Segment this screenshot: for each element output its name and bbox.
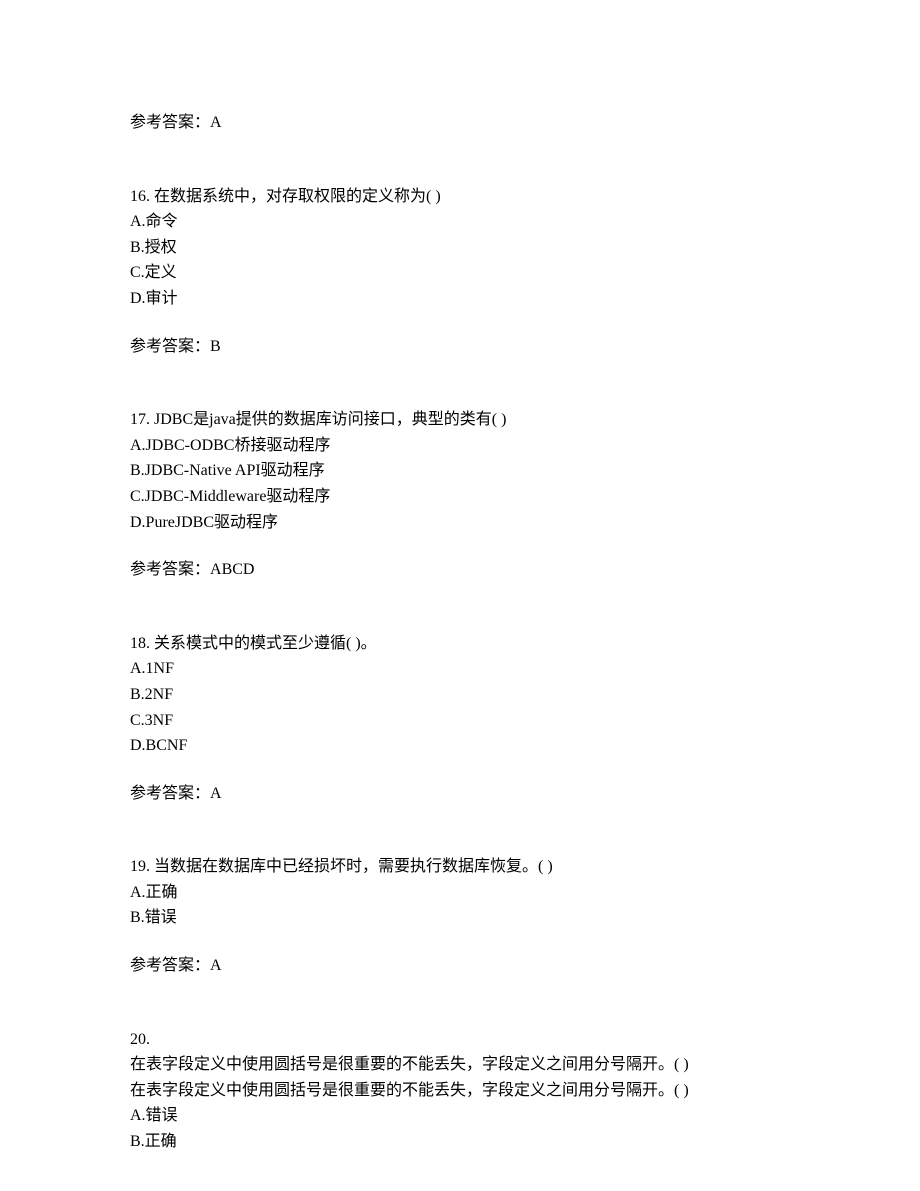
option-b: B.错误 [130, 905, 790, 931]
option-d: D.PureJDBC驱动程序 [130, 510, 790, 536]
question-20: 20. 在表字段定义中使用圆括号是很重要的不能丢失，字段定义之间用分号隔开。( … [130, 1027, 790, 1155]
question-number: 20. [130, 1031, 150, 1048]
question-stem: JDBC是java提供的数据库访问接口，典型的类有( ) [154, 411, 506, 428]
option-d: D.审计 [130, 286, 790, 312]
question-stem: 在数据系统中，对存取权限的定义称为( ) [154, 188, 441, 205]
answer-label: 参考答案： [130, 785, 210, 802]
question-text: 16. 在数据系统中，对存取权限的定义称为( ) [130, 184, 790, 210]
question-text: 18. 关系模式中的模式至少遵循( )。 [130, 631, 790, 657]
option-b: B.JDBC-Native API驱动程序 [130, 458, 790, 484]
answer-line: 参考答案：B [130, 334, 790, 360]
option-d: D.BCNF [130, 733, 790, 759]
question-stem: 关系模式中的模式至少遵循( )。 [154, 635, 377, 652]
option-b: B.授权 [130, 235, 790, 261]
option-c: C.定义 [130, 260, 790, 286]
question-17: 17. JDBC是java提供的数据库访问接口，典型的类有( ) A.JDBC-… [130, 407, 790, 583]
answer-line: 参考答案：ABCD [130, 557, 790, 583]
option-a: A.错误 [130, 1103, 790, 1129]
question-number: 16. [130, 188, 150, 205]
question-number: 18. [130, 635, 150, 652]
answer-line: 参考答案：A [130, 953, 790, 979]
top-answer: 参考答案：A [130, 110, 790, 136]
top-answer-label: 参考答案： [130, 114, 210, 131]
answer-value: A [210, 785, 222, 802]
question-text: 20. [130, 1027, 790, 1053]
answer-line: 参考答案：A [130, 781, 790, 807]
answer-label: 参考答案： [130, 561, 210, 578]
answer-label: 参考答案： [130, 957, 210, 974]
question-extra-line-1: 在表字段定义中使用圆括号是很重要的不能丢失，字段定义之间用分号隔开。( ) [130, 1052, 790, 1078]
answer-label: 参考答案： [130, 338, 210, 355]
option-c: C.JDBC-Middleware驱动程序 [130, 484, 790, 510]
option-b: B.2NF [130, 682, 790, 708]
answer-value: A [210, 957, 222, 974]
question-19: 19. 当数据在数据库中已经损坏时，需要执行数据库恢复。( ) A.正确 B.错… [130, 854, 790, 978]
answer-value: B [210, 338, 221, 355]
option-a: A.1NF [130, 656, 790, 682]
question-stem: 当数据在数据库中已经损坏时，需要执行数据库恢复。( ) [154, 858, 553, 875]
question-text: 19. 当数据在数据库中已经损坏时，需要执行数据库恢复。( ) [130, 854, 790, 880]
question-number: 19. [130, 858, 150, 875]
question-extra-line-2: 在表字段定义中使用圆括号是很重要的不能丢失，字段定义之间用分号隔开。( ) [130, 1078, 790, 1104]
option-c: C.3NF [130, 708, 790, 734]
question-text: 17. JDBC是java提供的数据库访问接口，典型的类有( ) [130, 407, 790, 433]
option-a: A.正确 [130, 880, 790, 906]
top-answer-value: A [210, 114, 222, 131]
answer-value: ABCD [210, 561, 254, 578]
option-a: A.命令 [130, 209, 790, 235]
option-a: A.JDBC-ODBC桥接驱动程序 [130, 433, 790, 459]
option-b: B.正确 [130, 1129, 790, 1155]
question-18: 18. 关系模式中的模式至少遵循( )。 A.1NF B.2NF C.3NF D… [130, 631, 790, 807]
question-16: 16. 在数据系统中，对存取权限的定义称为( ) A.命令 B.授权 C.定义 … [130, 184, 790, 360]
question-number: 17. [130, 411, 150, 428]
